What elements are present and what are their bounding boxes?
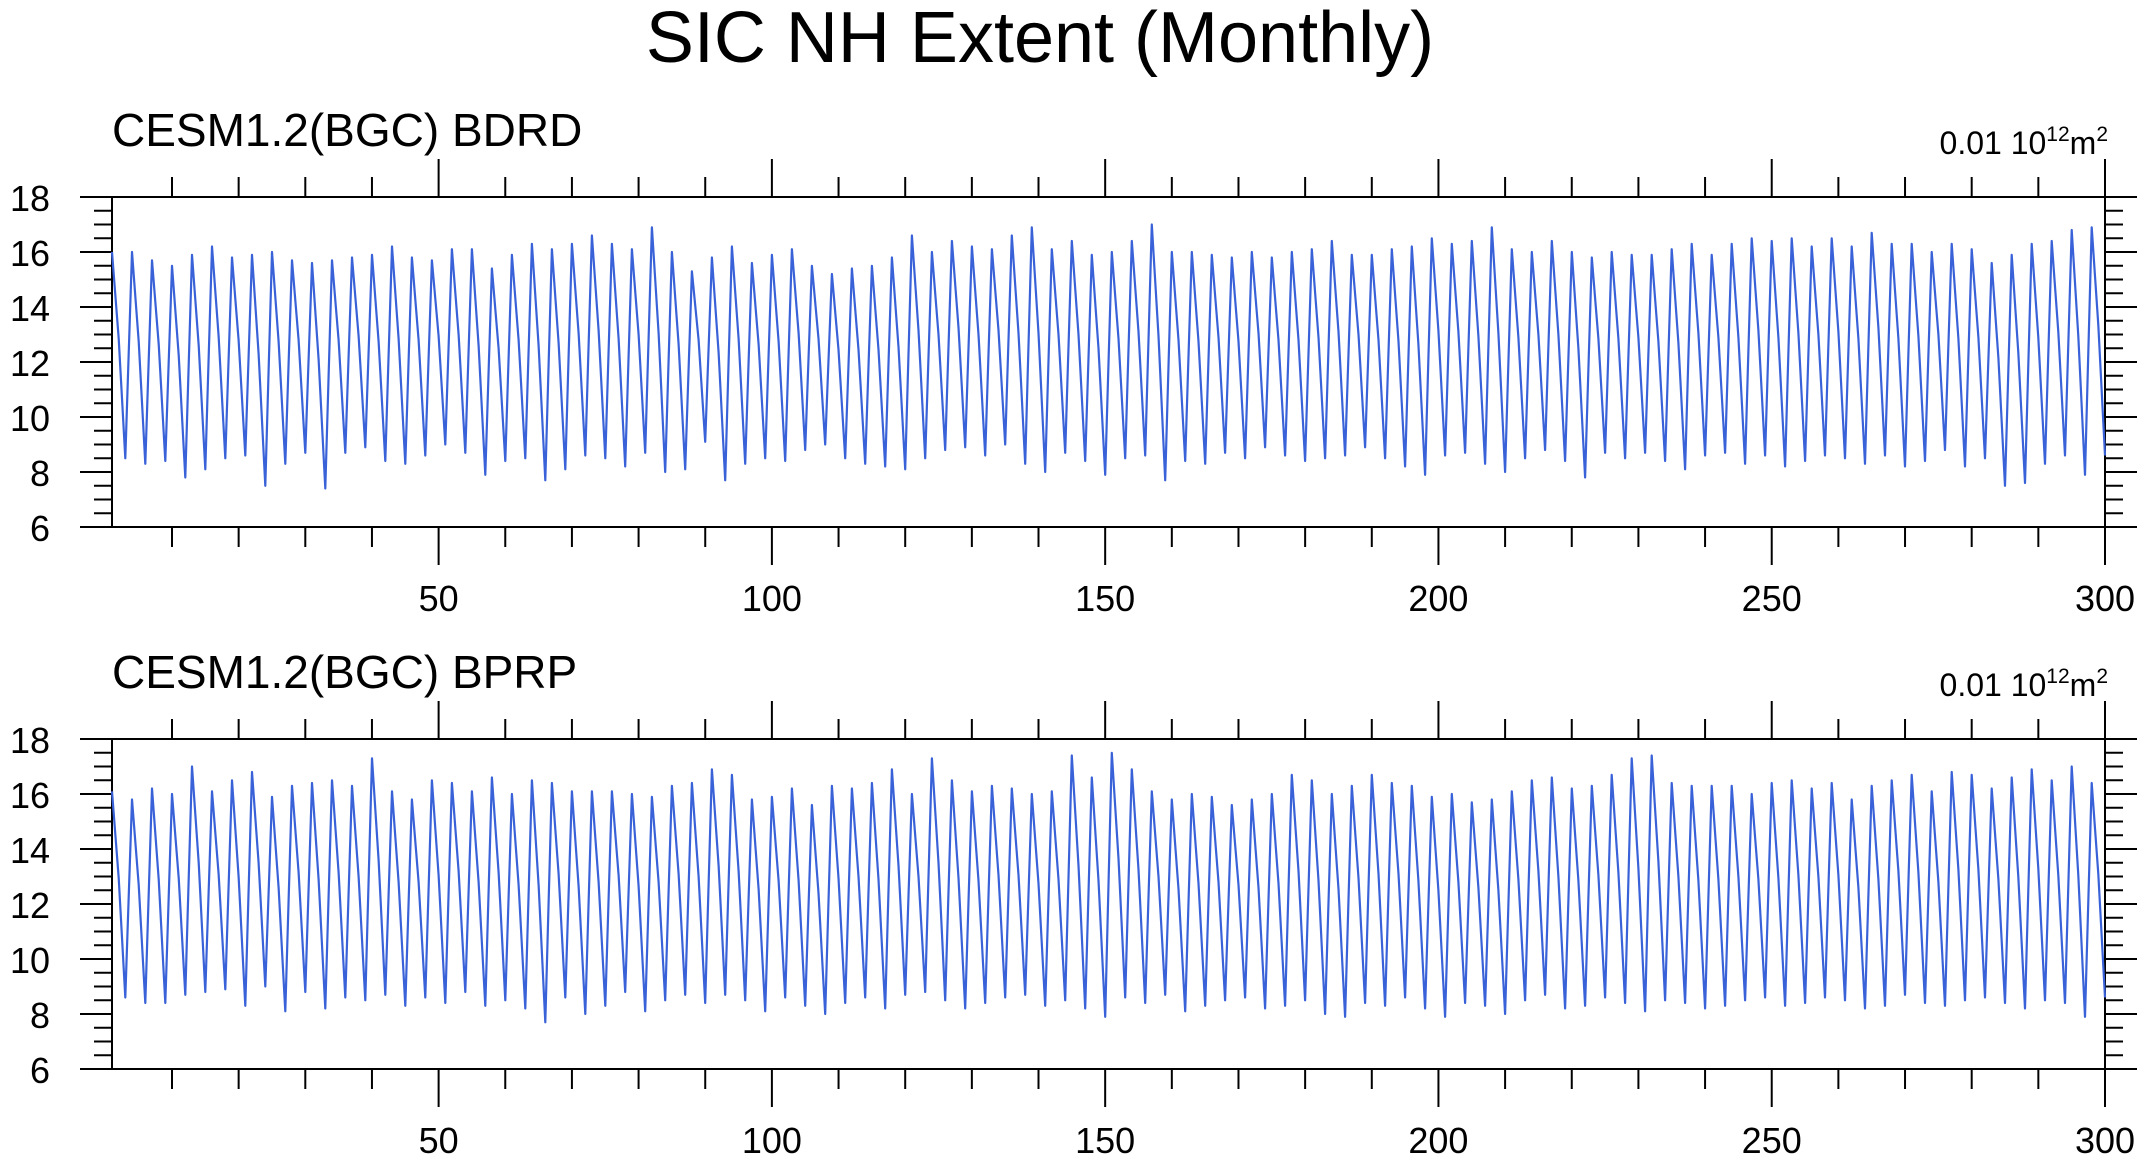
- units-text: 0.01 1012m2: [1940, 123, 2108, 161]
- y-tick-label: 12: [10, 885, 50, 926]
- y-tick-label: 10: [10, 398, 50, 439]
- axes: 6 8 10 12 14 16 18 50 100 150 200 250 300: [10, 701, 2137, 1161]
- x-tick-label: 100: [742, 578, 802, 619]
- series-line-bprp: [110, 751, 2107, 1024]
- y-tick-label: 12: [10, 343, 50, 384]
- figure-title: SIC NH Extent (Monthly): [646, 0, 1434, 78]
- y-tick-label: 14: [10, 830, 50, 871]
- x-tick-label: 50: [419, 578, 459, 619]
- series-line: [110, 223, 2107, 490]
- units-label: 0.01 1012m2: [1940, 665, 2108, 703]
- y-tick-label: 18: [10, 720, 50, 761]
- x-tick-label: 150: [1075, 1120, 1135, 1161]
- panel-title: CESM1.2(BGC) BPRP: [112, 646, 577, 698]
- x-tick-label: 200: [1408, 578, 1468, 619]
- axes: 6 8 10 12 14 16 18 50 100 150 200 250 300: [10, 159, 2137, 619]
- y-tick-label: 16: [10, 775, 50, 816]
- units-label: 0.01 1012m2: [1940, 123, 2108, 161]
- x-tick-label: 250: [1742, 578, 1802, 619]
- y-tick-label: 8: [30, 453, 50, 494]
- x-tick-label: 300: [2075, 578, 2135, 619]
- x-tick-label: 100: [742, 1120, 802, 1161]
- y-tick-label: 6: [30, 1050, 50, 1091]
- panel-bprp: CESM1.2(BGC) BPRP 0.01 1012m2 6 8 10 12 14 16…: [10, 646, 2137, 1161]
- y-tick-label: 6: [30, 508, 50, 549]
- y-tick-label: 18: [10, 178, 50, 219]
- x-tick-label: 200: [1408, 1120, 1468, 1161]
- x-tick-label: 150: [1075, 578, 1135, 619]
- x-tick-label: 250: [1742, 1120, 1802, 1161]
- x-tick-label: 50: [419, 1120, 459, 1161]
- y-tick-label: 14: [10, 288, 50, 329]
- y-tick-label: 16: [10, 233, 50, 274]
- panel-bdrd: CESM1.2(BGC) BDRD 0.01 1012m2 6 8 10 12 14 16…: [10, 104, 2137, 619]
- x-tick-label: 300: [2075, 1120, 2135, 1161]
- y-tick-label: 8: [30, 995, 50, 1036]
- panel-title: CESM1.2(BGC) BDRD: [112, 104, 582, 156]
- y-tick-label: 10: [10, 940, 50, 981]
- series-line-bdrd: [110, 223, 2107, 490]
- series-line: [110, 751, 2107, 1024]
- units-text: 0.01 1012m2: [1940, 665, 2108, 703]
